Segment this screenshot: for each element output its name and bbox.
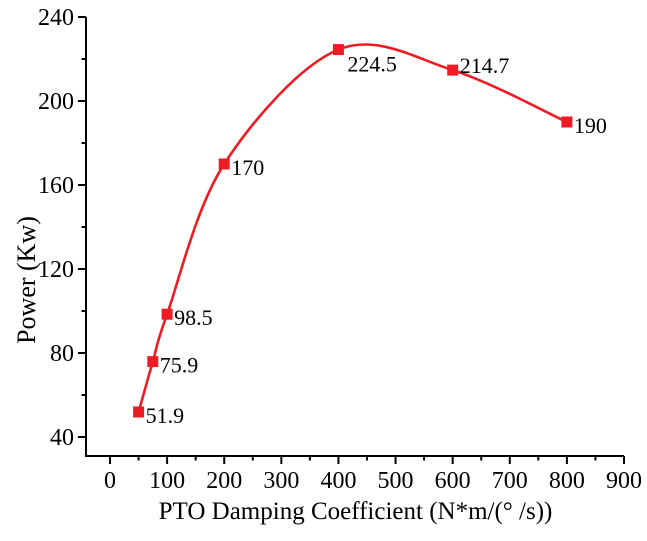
x-tick-label: 400 [320,468,356,494]
y-tick-label: 120 [38,257,74,283]
y-tick-label: 80 [50,341,74,367]
x-tick-label: 600 [435,468,471,494]
series-power [133,43,573,418]
point-annotations: 51.9 75.9 98.5 170 224.5 214.7 190 [146,52,607,428]
axis-spines [85,17,624,457]
axes: 0 100 200 300 400 500 600 700 800 900 40 80 120 160 20… [38,5,642,494]
x-axis-title: PTO Damping Coefficient (N*m/(° /s)) [158,498,553,525]
data-point-marker [218,158,230,170]
data-point-marker [161,308,173,320]
y-axis-title: Power (Kw) [12,216,41,344]
data-point-label: 224.5 [347,52,397,77]
y-tick-label: 160 [38,173,74,199]
data-point-marker [133,406,145,418]
data-point-label: 190 [574,113,607,138]
x-tick-label: 500 [378,468,414,494]
y-tick-label: 40 [50,425,74,451]
x-tick-label: 100 [149,468,185,494]
data-point-label: 98.5 [174,305,213,330]
y-tick-label: 240 [38,5,74,31]
x-tick-label: 200 [206,468,242,494]
data-point-marker [447,64,459,76]
data-point-label: 170 [231,155,264,180]
data-point-marker [561,116,573,128]
y-tick-label: 200 [38,89,74,115]
power-curve [137,43,569,414]
data-point-marker [147,356,159,368]
data-point-marker [332,44,344,56]
x-tick-label: 0 [104,468,116,494]
x-tick-label: 700 [492,468,528,494]
data-point-label: 75.9 [160,353,199,378]
x-tick-label: 300 [263,468,299,494]
data-point-label: 214.7 [460,53,510,78]
x-tick-label: 900 [606,468,642,494]
x-tick-label: 800 [549,468,585,494]
data-point-label: 51.9 [146,403,185,428]
